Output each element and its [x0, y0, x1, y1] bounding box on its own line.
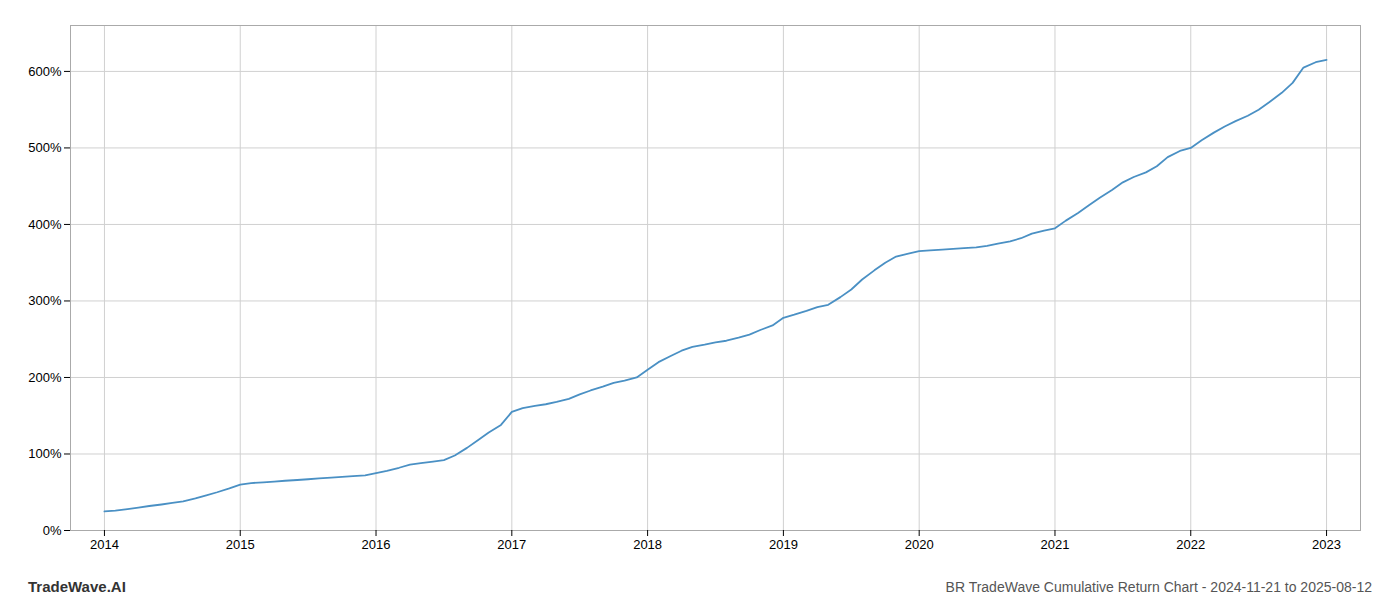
svg-text:2019: 2019: [769, 537, 798, 552]
svg-text:200%: 200%: [28, 370, 62, 385]
svg-text:2015: 2015: [226, 537, 255, 552]
svg-text:2017: 2017: [497, 537, 526, 552]
html-text:BR TradeWave Cumulative Return: BR TradeWave Cumulative Return Chart - 2…: [945, 579, 1372, 595]
svg-text:2018: 2018: [633, 537, 662, 552]
svg-text:2021: 2021: [1041, 537, 1070, 552]
svg-text:2016: 2016: [362, 537, 391, 552]
svg-text:500%: 500%: [28, 140, 62, 155]
svg-text:600%: 600%: [28, 64, 62, 79]
svg-text:100%: 100%: [28, 446, 62, 461]
svg-text:2022: 2022: [1176, 537, 1205, 552]
svg-text:2023: 2023: [1312, 537, 1341, 552]
svg-text:300%: 300%: [28, 293, 62, 308]
svg-text:2020: 2020: [905, 537, 934, 552]
svg-text:0%: 0%: [43, 523, 62, 538]
html-text:TradeWave.AI: TradeWave.AI: [28, 578, 126, 595]
svg-text:400%: 400%: [28, 217, 62, 232]
svg-text:2014: 2014: [90, 537, 119, 552]
